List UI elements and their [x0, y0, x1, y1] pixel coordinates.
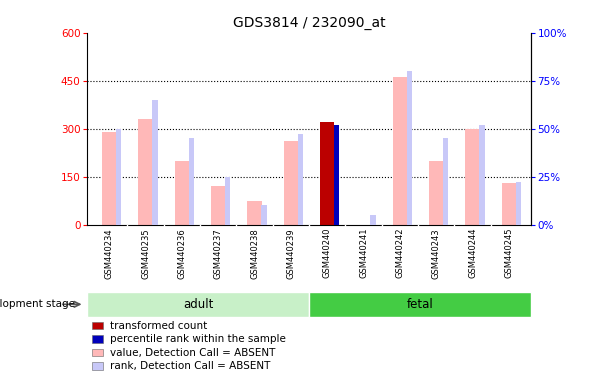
Bar	[87, 292, 309, 317]
Bar	[225, 177, 230, 225]
Bar	[320, 122, 335, 225]
Bar	[247, 201, 262, 225]
Bar	[92, 362, 103, 370]
Text: rank, Detection Call = ABSENT: rank, Detection Call = ABSENT	[110, 361, 270, 371]
Text: GSM440242: GSM440242	[396, 228, 405, 278]
Bar	[102, 132, 116, 225]
Bar	[370, 215, 376, 225]
Bar	[466, 129, 480, 225]
Bar	[189, 138, 194, 225]
Bar	[211, 186, 226, 225]
Bar	[309, 292, 531, 317]
Text: GSM440241: GSM440241	[359, 228, 368, 278]
Bar	[92, 322, 103, 329]
Bar	[443, 138, 448, 225]
Bar	[138, 119, 153, 225]
Bar	[407, 71, 412, 225]
Bar	[283, 141, 298, 225]
Bar	[92, 349, 103, 356]
Text: transformed count: transformed count	[110, 321, 207, 331]
Text: GSM440239: GSM440239	[286, 228, 295, 279]
Text: GSM440245: GSM440245	[504, 228, 513, 278]
Bar	[92, 336, 103, 343]
Text: development stage: development stage	[0, 299, 75, 310]
Text: fetal: fetal	[406, 298, 433, 311]
Bar	[262, 205, 267, 225]
Bar	[298, 134, 303, 225]
Text: GSM440234: GSM440234	[105, 228, 114, 279]
Bar	[116, 129, 121, 225]
Text: GSM440238: GSM440238	[250, 228, 259, 279]
Text: GSM440237: GSM440237	[213, 228, 223, 279]
Title: GDS3814 / 232090_at: GDS3814 / 232090_at	[233, 16, 385, 30]
Bar	[429, 161, 443, 225]
Text: value, Detection Call = ABSENT: value, Detection Call = ABSENT	[110, 348, 275, 358]
Text: GSM440235: GSM440235	[141, 228, 150, 279]
Text: GSM440243: GSM440243	[432, 228, 441, 279]
Bar	[153, 100, 157, 225]
Bar	[175, 161, 189, 225]
Text: percentile rank within the sample: percentile rank within the sample	[110, 334, 285, 344]
Bar	[502, 183, 516, 225]
Bar	[393, 78, 407, 225]
Text: adult: adult	[183, 298, 213, 311]
Bar	[516, 182, 521, 225]
Text: GSM440244: GSM440244	[468, 228, 477, 278]
Bar	[479, 125, 484, 225]
Text: GSM440240: GSM440240	[323, 228, 332, 278]
Text: GSM440236: GSM440236	[177, 228, 186, 279]
Bar	[334, 125, 339, 225]
